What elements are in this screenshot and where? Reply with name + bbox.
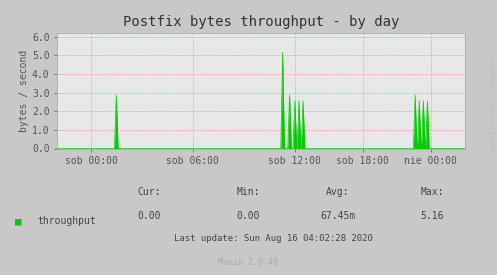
Text: 0.00: 0.00 (137, 211, 161, 221)
Text: Avg:: Avg: (326, 187, 350, 197)
Text: RRDTOOL / TOBI OETIKER: RRDTOOL / TOBI OETIKER (488, 58, 494, 151)
Text: Min:: Min: (237, 187, 260, 197)
Text: 0.00: 0.00 (237, 211, 260, 221)
Text: ■: ■ (15, 216, 22, 226)
Text: Munin 2.0.49: Munin 2.0.49 (219, 258, 278, 267)
Text: Last update: Sun Aug 16 04:02:28 2020: Last update: Sun Aug 16 04:02:28 2020 (174, 234, 373, 243)
Text: 5.16: 5.16 (420, 211, 444, 221)
Y-axis label: bytes / second: bytes / second (19, 50, 29, 132)
Title: Postfix bytes throughput - by day: Postfix bytes throughput - by day (123, 15, 399, 29)
Text: throughput: throughput (37, 216, 96, 226)
Text: 67.45m: 67.45m (321, 211, 355, 221)
Text: Cur:: Cur: (137, 187, 161, 197)
Text: Max:: Max: (420, 187, 444, 197)
